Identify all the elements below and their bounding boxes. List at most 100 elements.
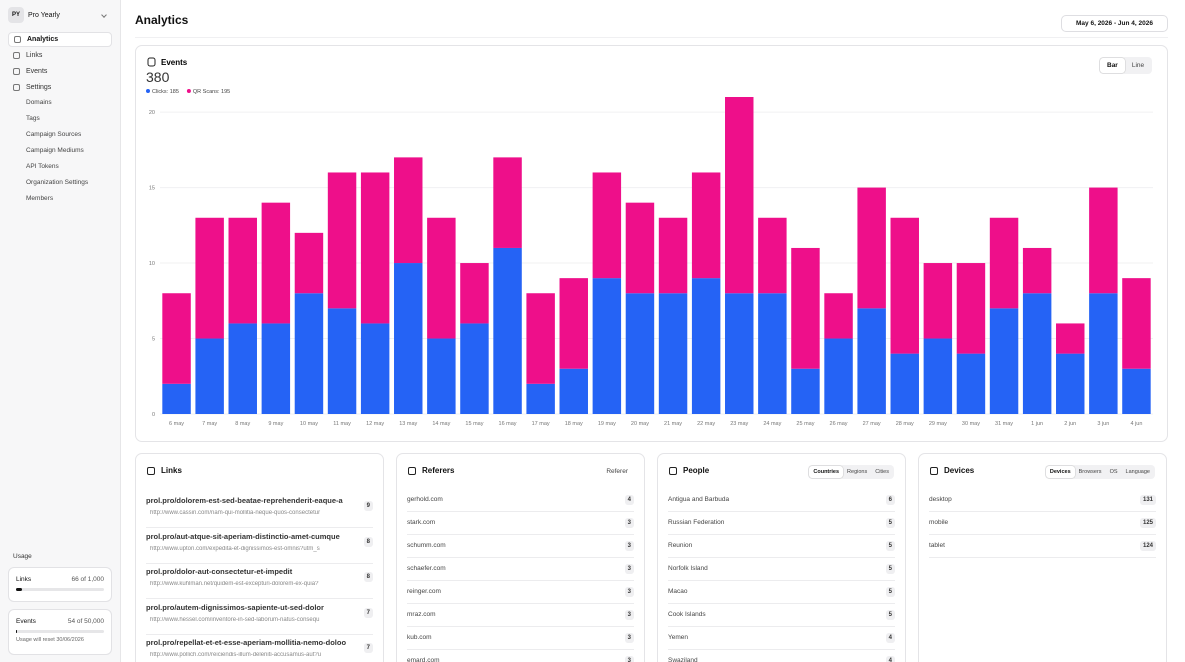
workspace-switcher[interactable]: PY Pro Yearly (8, 6, 112, 24)
bar-segment (360, 323, 390, 414)
link-destination: http://www.hessel.com/inventore-in-sed-l… (150, 616, 320, 623)
x-tick-label: 26 may (830, 421, 848, 427)
stat-row: Antigua and Barbuda 6 (668, 489, 895, 512)
tab[interactable]: Devices (1045, 466, 1075, 478)
stat-row: reinger.com 3 (407, 581, 634, 604)
y-tick-label: 10 (149, 261, 155, 267)
x-tick-label: 16 may (499, 421, 517, 427)
settings-item[interactable]: Campaign Sources (26, 131, 82, 138)
settings-item[interactable]: Domains (26, 99, 52, 106)
tab[interactable]: Regions (847, 469, 868, 475)
usage-value: 54 of 50,000 (67, 618, 104, 625)
tab[interactable]: OS (1109, 469, 1118, 475)
stat-row: Norfolk Island 5 (668, 558, 895, 581)
settings-item[interactable]: Campaign Mediums (26, 147, 84, 154)
settings-item[interactable]: Organization Settings (26, 179, 89, 186)
link-row[interactable]: prol.pro/aut-atque-sit-aperiam-distincti… (146, 528, 373, 564)
count-badge: 5 (885, 518, 895, 528)
main-content: Analytics May 6, 2026 - Jun 4, 2026 Bar Lin… (120, 0, 1185, 662)
usage-events: Events 54 of 50,000 Usage will reset 30/06… (8, 609, 112, 655)
tab[interactable]: Countries (809, 466, 844, 478)
link-url: prol.pro/autem-dignissimos-sapiente-ut-s… (146, 602, 324, 612)
bar-segment (725, 293, 754, 414)
tab[interactable]: Browsers (1078, 469, 1102, 475)
chart-toggle: Bar Line (1099, 57, 1153, 74)
link-url: prol.pro/aut-atque-sit-aperiam-distincti… (146, 531, 340, 541)
stat-row: tablet 124 (929, 535, 1156, 558)
row-name: schaefer.com (407, 565, 446, 572)
x-tick-label: 28 may (896, 421, 914, 427)
card-icon (408, 466, 416, 475)
link-url: prol.pro/dolorem-est-sed-beatae-reprehen… (146, 496, 343, 505)
count-badge: 8 (363, 536, 373, 547)
row-name: Russian Federation (668, 519, 725, 526)
x-tick-label: 18 may (565, 421, 583, 427)
date-range-button[interactable]: May 6, 2026 - Jun 4, 2026 (1061, 15, 1168, 32)
toggle-button[interactable]: Bar (1100, 58, 1125, 73)
y-tick-label: 15 (149, 186, 155, 192)
stat-row: emard.com 3 (407, 650, 634, 662)
bar-segment (1089, 187, 1118, 294)
usage-label: Events (16, 618, 36, 625)
stat-row: Russian Federation 5 (668, 512, 895, 535)
link-url: prol.pro/dolor-aut-consectetur-et-impedi… (146, 567, 293, 576)
x-tick-label: 2 jun (1064, 421, 1076, 427)
x-tick-label: 15 may (465, 421, 483, 427)
nav-item[interactable]: Links (8, 48, 112, 63)
chart: Events 380 Clicks: 185 QR Scans: 195 0 5 10 15 2… (146, 57, 1153, 427)
usage-row: Links 66 of 1,000 (9, 576, 111, 583)
link-row[interactable]: prol.pro/dolorem-est-sed-beatae-reprehen… (146, 492, 373, 528)
referer-dropdown[interactable]: Referer (606, 468, 628, 475)
bar-segment (791, 368, 820, 414)
x-tick-label: 1 jun (1031, 421, 1043, 427)
header-divider (135, 37, 1168, 38)
row-name: mobile (929, 519, 949, 526)
card-title: People (669, 466, 709, 475)
bar-segment (923, 338, 953, 414)
link-destination: http://www.pollich.com/reiciendis-illum-… (150, 652, 322, 658)
count-badge: 3 (624, 656, 634, 662)
bar-segment (791, 247, 820, 369)
row-name: tablet (929, 542, 945, 549)
settings-item[interactable]: Tags (26, 115, 40, 122)
bar-segment (427, 338, 456, 414)
tab[interactable]: Language (1125, 469, 1150, 475)
x-tick-label: 7 may (202, 421, 217, 427)
count-badge: 3 (624, 518, 634, 528)
nav-item[interactable]: Events (8, 64, 112, 79)
settings-item[interactable]: Members (26, 195, 54, 202)
settings-item[interactable]: API Tokens (26, 163, 59, 170)
bar-segment (294, 293, 324, 414)
link-row[interactable]: prol.pro/dolor-aut-consectetur-et-impedi… (146, 563, 373, 599)
bar-segment (1122, 368, 1151, 414)
tab[interactable]: Cities (875, 469, 889, 475)
workspace-name: Pro Yearly (28, 11, 60, 19)
stat-row: stark.com 3 (407, 512, 634, 535)
nav-item[interactable]: Analytics (8, 32, 112, 47)
bar-segment (559, 368, 588, 414)
row-name: gerhold.com (407, 496, 443, 503)
progress-fill (16, 630, 17, 633)
x-tick-label: 25 may (796, 421, 814, 427)
link-destination: http://www.kuhlman.net/quidem-est-except… (150, 581, 319, 587)
link-row[interactable]: prol.pro/autem-dignissimos-sapiente-ut-s… (146, 599, 373, 635)
usage-row: Events 54 of 50,000 (9, 618, 111, 625)
usage-title[interactable]: Usage (13, 553, 32, 560)
bar-segment (327, 308, 357, 414)
link-row[interactable]: prol.pro/repellat-et-et-esse-aperiam-mol… (146, 634, 373, 662)
nav-item[interactable]: Settings (8, 80, 112, 95)
x-tick-label: 4 jun (1130, 421, 1142, 427)
bar-segment (658, 293, 688, 414)
bar-segment (493, 247, 522, 414)
bar-segment (460, 263, 489, 324)
card-tabs: Countries Regions Cities (808, 465, 894, 479)
usage-note: Usage will reset 30/06/2026 (16, 637, 84, 643)
bar-segment (195, 217, 224, 339)
count-badge: 9 (363, 501, 373, 511)
progress-bar (16, 630, 104, 633)
toggle-button[interactable]: Line (1131, 62, 1145, 69)
bar-segment (493, 157, 522, 248)
x-tick-label: 23 may (730, 421, 748, 427)
row-name: Norfolk Island (668, 565, 708, 572)
